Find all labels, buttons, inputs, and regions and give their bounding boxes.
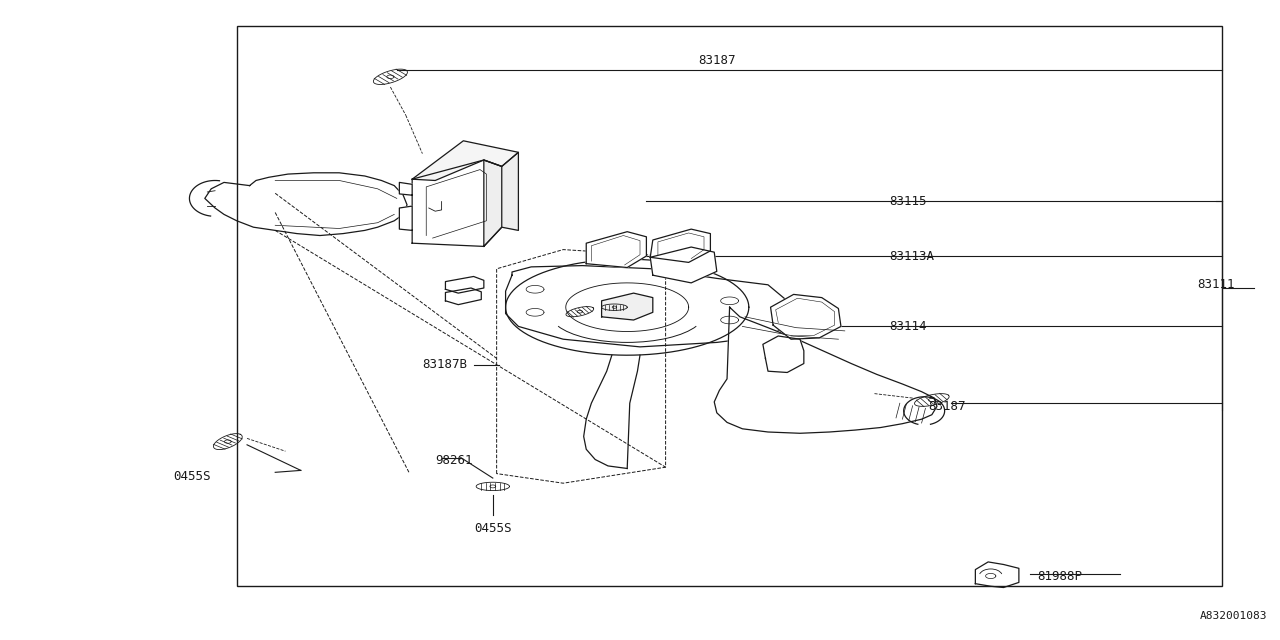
Text: 83111: 83111 (1197, 278, 1234, 291)
Text: 83187: 83187 (698, 54, 736, 67)
Polygon shape (975, 562, 1019, 588)
Polygon shape (771, 294, 841, 339)
Text: 83187B: 83187B (422, 358, 467, 371)
Polygon shape (445, 288, 481, 305)
Polygon shape (714, 307, 937, 433)
Polygon shape (763, 336, 804, 372)
Text: A832001083: A832001083 (1199, 611, 1267, 621)
Polygon shape (445, 276, 484, 293)
Polygon shape (484, 152, 518, 246)
Polygon shape (586, 232, 646, 268)
Polygon shape (412, 141, 518, 180)
Polygon shape (602, 293, 653, 320)
Text: 98261: 98261 (435, 454, 472, 467)
Polygon shape (650, 247, 717, 283)
Polygon shape (399, 206, 412, 230)
Text: 83113A: 83113A (890, 250, 934, 262)
Text: 81988P: 81988P (1037, 570, 1082, 582)
Text: 0455S: 0455S (173, 470, 210, 483)
Text: 83187: 83187 (928, 400, 965, 413)
Text: 83114: 83114 (890, 320, 927, 333)
Text: 0455S: 0455S (474, 522, 512, 534)
Polygon shape (205, 173, 407, 236)
Bar (237, 26, 1222, 586)
Polygon shape (399, 182, 412, 195)
Polygon shape (506, 266, 787, 347)
Text: 83115: 83115 (890, 195, 927, 208)
Polygon shape (412, 160, 502, 246)
Polygon shape (650, 229, 710, 262)
